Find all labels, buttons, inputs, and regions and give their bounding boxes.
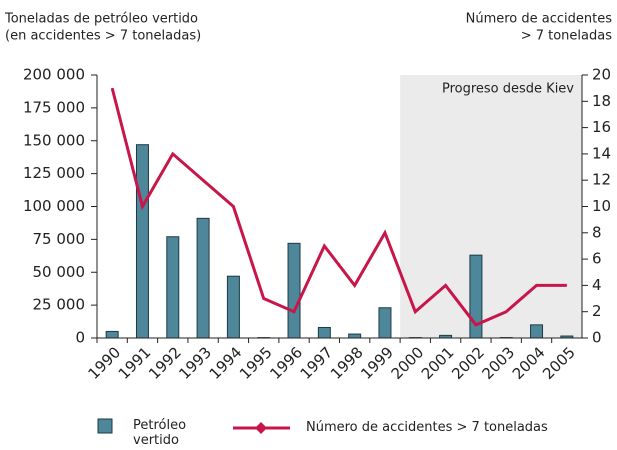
x-tick-label: 1994 [206, 343, 246, 383]
x-tick-label: 1991 [115, 343, 155, 383]
x-tick-label: 1996 [266, 343, 306, 383]
y2-tick-label: 12 [592, 171, 611, 189]
bar [226, 275, 240, 339]
bar [348, 333, 362, 339]
y-tick-label: 100 000 [23, 197, 85, 215]
y2-tick-label: 4 [592, 276, 602, 294]
y-tick-label: 25 000 [33, 296, 86, 314]
y-axis-title: Toneladas de petróleo vertido [4, 12, 198, 27]
y-axis-title: (en accidentes > 7 toneladas) [5, 29, 201, 44]
y2-tick-label: 2 [592, 302, 602, 320]
x-tick-label: 2003 [478, 343, 518, 383]
x-tick-label: 1999 [357, 343, 397, 383]
y-tick-label: 125 000 [23, 164, 85, 182]
y-tick-label: 200 000 [23, 66, 85, 84]
y2-tick-label: 20 [592, 66, 611, 84]
y2-tick-label: 18 [592, 92, 611, 110]
bar [105, 330, 119, 339]
x-tick-label: 1990 [84, 343, 124, 383]
y2-tick-label: 0 [592, 329, 602, 347]
x-tick-label: 2002 [448, 343, 488, 383]
x-tick-label: 1995 [236, 343, 276, 383]
bar [196, 217, 210, 339]
y-tick-label: 0 [75, 329, 85, 347]
x-tick-label: 2000 [388, 343, 428, 383]
legend-bar-label: Petróleo vertido [133, 418, 187, 448]
bar [530, 324, 544, 339]
line [110, 87, 567, 327]
y-tick-label: 50 000 [33, 263, 86, 281]
y2-axis-title: Número de accidentes [466, 12, 613, 27]
y2-axis-title: > 7 toneladas [521, 29, 613, 44]
y-tick-label: 75 000 [33, 230, 86, 248]
x-tick-label: 2005 [539, 343, 579, 383]
bar [135, 144, 149, 339]
x-tick-label: 1997 [297, 343, 337, 383]
y2-tick-label: 16 [592, 118, 611, 136]
y-tick-label: 175 000 [23, 98, 85, 116]
y2-tick-label: 8 [592, 223, 602, 241]
bar [317, 326, 331, 339]
x-tick-label: 1998 [327, 343, 367, 383]
bar [166, 236, 180, 339]
x-tick-label: 1993 [175, 343, 215, 383]
y2-tick-label: 14 [592, 144, 611, 162]
x-tick-label: 2001 [418, 343, 458, 383]
y2-tick-label: 10 [592, 197, 611, 215]
legend-line-marker [255, 422, 267, 434]
legend-bar-swatch [97, 418, 113, 434]
highlight-label: Progreso desde Kiev [442, 82, 574, 97]
bar [378, 307, 392, 339]
y2-tick-label: 6 [592, 250, 602, 268]
highlight-region [400, 75, 582, 338]
y-tick-label: 150 000 [23, 131, 85, 149]
x-tick-label: 1992 [145, 343, 185, 383]
bar [287, 242, 301, 339]
legend-line-label: Número de accidentes > 7 toneladas [306, 420, 548, 435]
x-tick-label: 2004 [509, 343, 549, 383]
